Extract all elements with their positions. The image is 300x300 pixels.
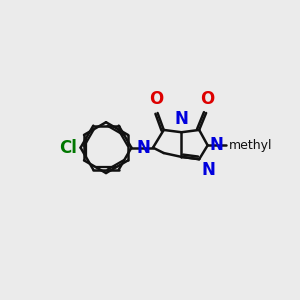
- Text: N: N: [175, 110, 188, 128]
- Text: N: N: [202, 161, 215, 179]
- Text: Cl: Cl: [59, 139, 77, 157]
- Text: N: N: [137, 139, 151, 157]
- Text: methyl: methyl: [229, 139, 273, 152]
- Text: N: N: [210, 136, 224, 154]
- Text: O: O: [149, 90, 163, 108]
- Text: O: O: [200, 90, 215, 108]
